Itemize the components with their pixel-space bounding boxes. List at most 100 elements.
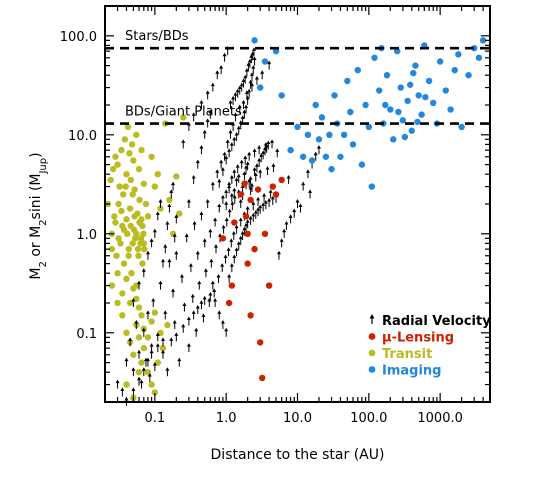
radial-velocity-point (186, 343, 191, 353)
radial-velocity-point (213, 217, 218, 227)
radial-velocity-point (141, 367, 146, 377)
arrow-head (248, 79, 253, 84)
arrow-head (141, 367, 146, 371)
imaging-point (368, 183, 375, 190)
imaging-point (401, 133, 409, 141)
radial-velocity-point (220, 263, 225, 273)
imaging-point (315, 136, 323, 143)
imaging-point (358, 161, 366, 168)
arrow-head (131, 387, 136, 391)
transit-point (128, 141, 136, 148)
arrow-head (149, 349, 154, 354)
lensing-point (242, 213, 250, 220)
radial-velocity-point (228, 100, 233, 109)
arrow-head (217, 203, 222, 208)
radial-velocity-point (115, 379, 120, 389)
radial-velocity-point (192, 220, 197, 230)
transit-point (129, 240, 136, 247)
transit-point (159, 344, 167, 352)
arrow-head (120, 387, 125, 391)
imaging-point (404, 97, 411, 105)
arrow-head (229, 192, 234, 197)
arrow-head (239, 159, 244, 164)
radial-velocity-point (301, 181, 306, 191)
arrow-head (227, 181, 232, 186)
y-axis-label-text: sini (M (28, 174, 44, 220)
radial-velocity-point (257, 157, 262, 167)
arrow-head (137, 280, 142, 285)
arrow-head (203, 268, 208, 272)
transit-point (119, 290, 126, 297)
radial-velocity-point (267, 197, 272, 207)
lensing-point (265, 282, 273, 289)
arrow-head (227, 184, 232, 189)
radial-velocity-point (202, 295, 207, 305)
arrow-head (199, 100, 204, 104)
x-tick-label: 10.0 (283, 411, 312, 426)
arrow-head (137, 376, 142, 381)
transit-point (124, 123, 132, 131)
arrow-head (228, 129, 233, 134)
imaging-point (425, 77, 433, 85)
arrow-head (145, 310, 150, 314)
radial-velocity-point (215, 70, 220, 80)
arrow-head (308, 189, 313, 193)
arrow-head (220, 194, 225, 199)
transit-point (140, 180, 148, 187)
radial-velocity-point (238, 235, 243, 245)
arrow-head (191, 112, 196, 116)
imaging-point (376, 87, 383, 94)
arrow-head (236, 125, 241, 130)
radial-velocity-point (236, 125, 241, 135)
imaging-point (442, 87, 449, 94)
imaging-point (394, 47, 401, 55)
radial-velocity-point (160, 349, 165, 359)
arrow-head (201, 313, 206, 317)
arrow-head (184, 233, 189, 237)
transit-point (135, 368, 143, 376)
arrow-head (145, 250, 150, 255)
arrow-head (215, 169, 220, 173)
imaging-point (272, 47, 280, 55)
arrow-head (194, 327, 199, 332)
arrow-head (195, 304, 200, 309)
arrow-head (238, 217, 243, 222)
lensing-point (241, 180, 248, 187)
radial-velocity-point (268, 189, 273, 199)
radial-velocity-point (213, 298, 218, 307)
arrow-head (245, 205, 250, 210)
radial-velocity-point (236, 241, 241, 251)
imaging-point (436, 58, 444, 65)
y-axis-label: M2 or M2sini (MJup) (28, 152, 49, 279)
transit-point (129, 191, 136, 198)
arrow-head (202, 295, 207, 300)
radial-velocity-point (251, 212, 256, 222)
imaging-point (475, 54, 483, 61)
radial-velocity-point (169, 189, 174, 199)
lensing-point (244, 230, 251, 238)
arrow-head (266, 140, 271, 144)
radial-velocity-point (253, 209, 258, 219)
arrow-head (152, 362, 157, 366)
radial-velocity-point (257, 145, 262, 155)
transit-point (118, 146, 125, 154)
arrow-head (163, 244, 168, 248)
radial-velocity-point (191, 310, 196, 320)
transit-point (118, 207, 125, 215)
radial-velocity-point (245, 219, 250, 229)
arrow-head (158, 199, 163, 203)
radial-velocity-point (171, 288, 176, 298)
arrow-head (253, 209, 258, 214)
radial-velocity-point (147, 372, 152, 382)
imaging-point (347, 108, 354, 116)
arrow-head (245, 161, 250, 165)
arrow-head (188, 263, 193, 267)
radial-velocity-point (244, 68, 249, 78)
imaging-point (382, 101, 389, 109)
arrow-head (149, 238, 154, 242)
arrow-head (160, 337, 165, 341)
transit-point (141, 245, 148, 253)
radial-velocity-point (177, 357, 182, 367)
arrow-head (260, 70, 265, 74)
radial-velocity-point (235, 164, 240, 174)
